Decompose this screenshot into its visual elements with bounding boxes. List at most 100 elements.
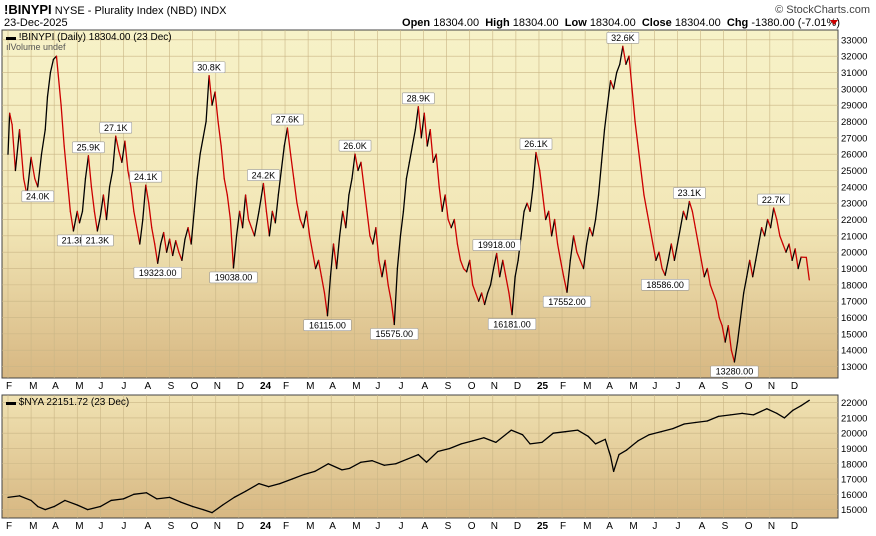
data-segment bbox=[222, 496, 235, 506]
data-segment bbox=[718, 316, 723, 327]
y-tick-label: 22000 bbox=[841, 398, 867, 409]
x-tick-label: M bbox=[352, 381, 360, 392]
data-segment bbox=[682, 210, 688, 221]
data-label-box bbox=[192, 61, 226, 74]
data-label: 26.0K bbox=[338, 139, 372, 152]
data-segment bbox=[72, 210, 78, 232]
data-segment bbox=[302, 210, 308, 229]
y-tick-label: 20000 bbox=[841, 248, 867, 259]
data-segment bbox=[390, 300, 395, 326]
data-segment bbox=[776, 218, 781, 237]
data-segment bbox=[521, 434, 531, 445]
x-tick-label: A bbox=[329, 381, 336, 392]
chg-value: -1380.00 (-7.01%) bbox=[751, 17, 840, 29]
data-segment bbox=[649, 227, 654, 245]
y-tick-label: 20000 bbox=[841, 429, 867, 440]
data-label-text: 19038.00 bbox=[215, 273, 253, 283]
data-segment bbox=[317, 259, 323, 278]
data-segment bbox=[187, 227, 192, 245]
data-segment bbox=[685, 200, 691, 221]
data-segment bbox=[395, 458, 408, 465]
data-segment bbox=[384, 259, 389, 286]
data-segment bbox=[643, 194, 648, 213]
data-segment bbox=[46, 71, 52, 98]
x-tick-label: F bbox=[560, 381, 566, 392]
data-label-text: 19323.00 bbox=[139, 268, 177, 278]
data-segment bbox=[435, 153, 440, 188]
data-segment bbox=[741, 412, 755, 416]
high-label: High bbox=[485, 17, 510, 29]
x-tick-label: O bbox=[745, 381, 753, 392]
x-tick-label: O bbox=[468, 381, 476, 392]
data-segment bbox=[697, 243, 702, 262]
data-segment bbox=[514, 259, 519, 278]
x-tick-label: S bbox=[722, 381, 729, 392]
data-segment bbox=[387, 284, 392, 302]
data-segment bbox=[782, 243, 787, 253]
x-tick-label: A bbox=[329, 521, 336, 532]
data-segment bbox=[800, 399, 810, 407]
data-label-text: 17552.00 bbox=[548, 297, 586, 307]
data-label: 26.1K bbox=[519, 138, 553, 150]
x-tick-label: F bbox=[283, 381, 289, 392]
x-tick-label: D bbox=[791, 381, 798, 392]
data-segment bbox=[250, 227, 256, 237]
x-tick-label: J bbox=[675, 381, 680, 392]
data-segment bbox=[308, 235, 314, 253]
data-label: 24.2K bbox=[247, 169, 280, 181]
x-tick-label: M bbox=[583, 381, 591, 392]
x-tick-label: N bbox=[491, 521, 498, 532]
data-segment bbox=[371, 460, 385, 466]
data-label-text: 23.1K bbox=[678, 188, 702, 198]
data-segment bbox=[423, 112, 428, 147]
data-label-box bbox=[710, 365, 759, 378]
data-segment bbox=[406, 453, 419, 460]
data-segment bbox=[472, 284, 477, 294]
data-segment bbox=[548, 210, 553, 237]
data-segment bbox=[612, 453, 620, 473]
data-segment bbox=[399, 210, 405, 237]
data-label-text: 15575.00 bbox=[376, 329, 414, 339]
data-segment bbox=[162, 231, 168, 253]
brand-watermark[interactable]: © StockCharts.com bbox=[775, 4, 870, 16]
x-tick-label: A bbox=[699, 381, 706, 392]
data-segment bbox=[11, 124, 17, 172]
x-tick-label: J bbox=[121, 521, 126, 532]
data-segment bbox=[631, 88, 636, 123]
data-segment bbox=[420, 112, 425, 139]
data-label: 15575.00 bbox=[370, 328, 419, 340]
data-segment bbox=[279, 478, 293, 485]
x-tick-label: A bbox=[52, 381, 59, 392]
x-tick-label: D bbox=[514, 521, 521, 532]
data-segment bbox=[670, 243, 676, 262]
data-label-box bbox=[209, 271, 258, 284]
data-label-text: 21.3K bbox=[62, 236, 86, 246]
data-segment bbox=[277, 169, 282, 196]
data-segment bbox=[591, 218, 597, 237]
data-segment bbox=[552, 431, 567, 434]
data-segment bbox=[18, 129, 25, 180]
data-segment bbox=[154, 243, 159, 264]
y-tick-label: 30000 bbox=[841, 84, 867, 95]
data-segment bbox=[168, 496, 182, 503]
data-segment bbox=[758, 227, 763, 245]
data-segment bbox=[396, 235, 402, 270]
x-tick-label: S bbox=[168, 381, 175, 392]
data-label-box bbox=[487, 318, 537, 330]
data-segment bbox=[480, 292, 486, 306]
y-tick-label: 17000 bbox=[841, 475, 867, 486]
data-label-text: 24.1K bbox=[134, 172, 158, 182]
data-label-text: 24.0K bbox=[26, 192, 50, 202]
data-segment bbox=[453, 218, 459, 245]
x-tick-label: A bbox=[606, 521, 613, 532]
x-tick-label: N bbox=[768, 521, 775, 532]
y-tick-label: 16000 bbox=[841, 313, 867, 324]
data-segment bbox=[495, 429, 512, 444]
data-label-box bbox=[641, 278, 690, 291]
data-segment bbox=[766, 408, 778, 414]
y-tick-label: 18000 bbox=[841, 280, 867, 291]
open-value: 18304.00 bbox=[433, 17, 480, 29]
data-label-box bbox=[757, 193, 790, 206]
data-segment bbox=[311, 251, 317, 270]
